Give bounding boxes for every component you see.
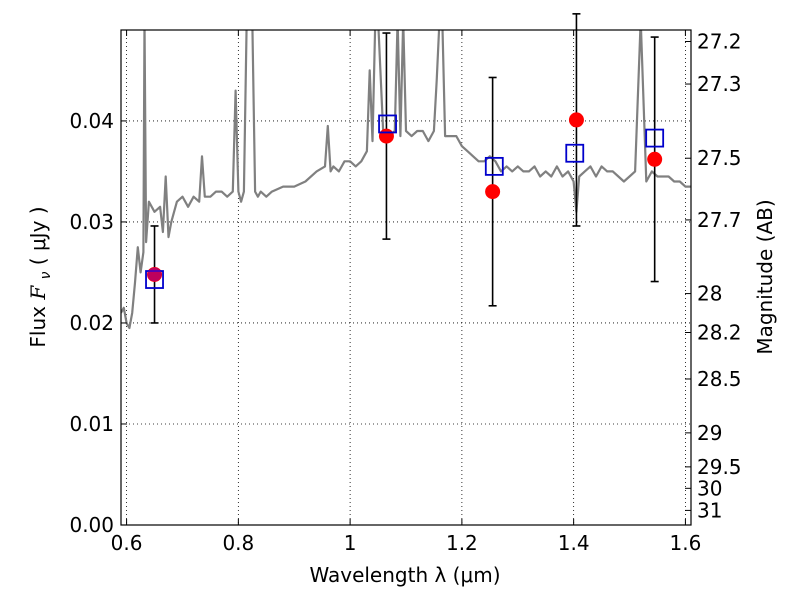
x-tick-label: 0.8	[222, 531, 254, 555]
observed-flux-point	[647, 151, 663, 167]
mag-tick-label: 27.7	[697, 208, 742, 232]
y-axis-label: Flux F ν ( μJy )	[26, 206, 55, 347]
mag-tick-label: 31	[697, 498, 722, 522]
mag-tick-label: 28	[697, 282, 722, 306]
spectrum-line	[121, 30, 691, 330]
observed-flux-point	[378, 128, 394, 144]
model-photometry-point	[565, 143, 585, 163]
x-tick-label: 0.6	[111, 531, 143, 555]
ticks: 0.6 0.8 1 1.2 1.4 1.6 0.00 0.01 0.02 0.03 0.04 27.2…	[69, 29, 741, 555]
mag-tick-label: 27.3	[697, 72, 742, 96]
model-photometry-point	[378, 114, 397, 134]
y-tick-label: 0.01	[69, 412, 114, 436]
y-tick-label: 0.02	[69, 311, 114, 335]
observed-flux-point	[485, 184, 501, 200]
model-photometry-point	[484, 156, 504, 176]
y-tick-label: 0.04	[69, 109, 114, 133]
y-axis-label-prefix: Flux	[26, 300, 50, 348]
model-spectrum-layer	[121, 30, 691, 330]
y-axis-label-symbol: F	[26, 285, 50, 301]
mag-tick-label: 28.2	[697, 321, 742, 345]
mag-tick-label: 27.5	[697, 146, 742, 170]
overlap-point	[147, 267, 162, 282]
model-photometry-point	[645, 128, 665, 148]
x-tick-label: 1.6	[670, 531, 702, 555]
mag-tick-label: 27.2	[697, 29, 742, 53]
x-tick-label: 1	[344, 531, 357, 555]
x-tick-label: 1.2	[446, 531, 478, 555]
y-tick-label: 0.00	[69, 513, 114, 537]
y2-axis-label: Magnitude (AB)	[753, 199, 777, 354]
y-axis-label-unit: ( μJy )	[26, 206, 50, 265]
x-tick-label: 1.4	[558, 531, 590, 555]
mag-tick-label: 29.5	[697, 455, 742, 479]
mag-tick-label: 30	[697, 476, 722, 500]
plot-frame	[120, 29, 692, 526]
marker-layer	[145, 112, 665, 289]
mag-tick-label: 28.5	[697, 367, 742, 391]
x-axis-label: Wavelength λ (μm)	[309, 563, 500, 587]
y-tick-label: 0.03	[69, 210, 114, 234]
y-axis-label-subscript: ν	[38, 271, 54, 279]
observed-flux-point	[568, 112, 584, 128]
mag-tick-label: 29	[697, 421, 722, 445]
